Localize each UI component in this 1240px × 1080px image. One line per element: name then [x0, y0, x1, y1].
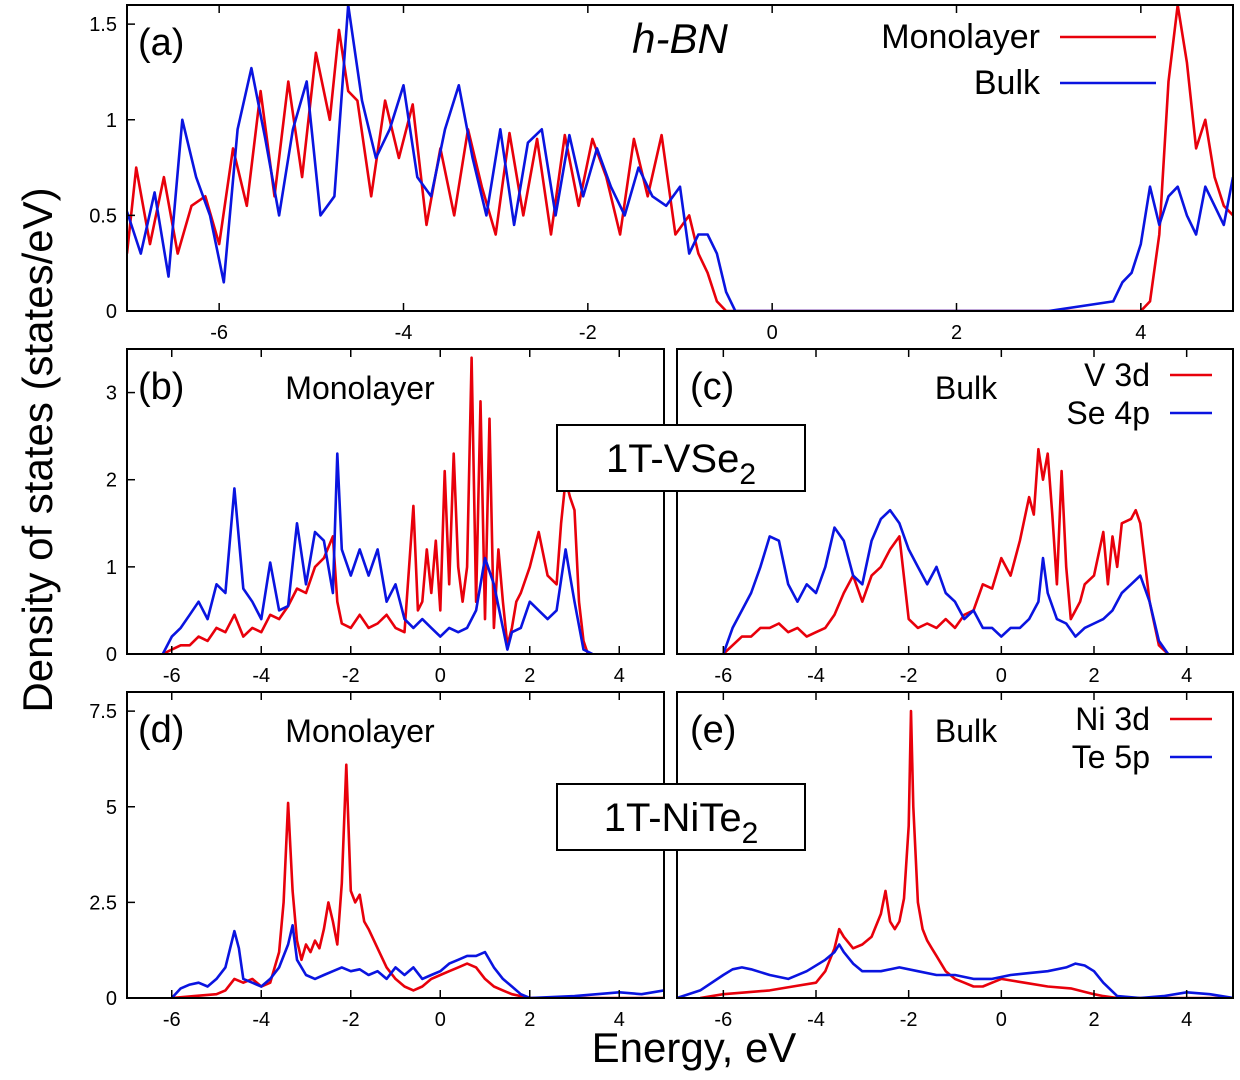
panel-label: (e): [690, 709, 736, 751]
x-tick-label: 2: [1088, 665, 1099, 687]
panel-label: (a): [138, 22, 184, 64]
series-line-d-te-5p: [170, 924, 664, 998]
x-tick-label: -4: [807, 1009, 825, 1031]
panel-b: -6 -4 -2 0 2 4 0 1 2 3 (b) Monolayer: [106, 348, 665, 687]
x-tick-label: 2: [524, 1009, 535, 1031]
legend-label: Te 5p: [1072, 739, 1150, 775]
x-tick-label: -2: [342, 1009, 360, 1031]
panel-title: Bulk: [935, 370, 998, 406]
legend-label: Ni 3d: [1075, 701, 1150, 737]
panel-title: Monolayer: [285, 370, 435, 406]
x-tick-label: -4: [252, 665, 270, 687]
y-tick-label: 2.5: [89, 892, 117, 914]
panel-label: (b): [138, 366, 184, 408]
x-tick-label: 4: [1135, 322, 1146, 344]
x-tick-label: -4: [807, 665, 825, 687]
series-line-e-te-5p: [677, 943, 1233, 998]
y-tick-label: 1.5: [89, 14, 117, 36]
x-tick-label: 0: [435, 1009, 446, 1031]
panel-label: (d): [138, 709, 184, 751]
x-tick-label: 2: [524, 665, 535, 687]
y-tick-label: 5: [106, 797, 117, 819]
x-tick-label: 4: [1181, 1009, 1192, 1031]
series-line-e-ni-3d: [699, 709, 1233, 998]
compound-vse2-text: 1T-VSe: [606, 437, 739, 481]
y-tick-label: 0: [106, 988, 117, 1010]
x-tick-label: 2: [1088, 1009, 1099, 1031]
y-tick-label: 2: [106, 470, 117, 492]
x-tick-label: 0: [767, 322, 778, 344]
x-tick-label: 2: [951, 322, 962, 344]
x-tick-label: -2: [342, 665, 360, 687]
compound-label-vse2: 1T-VSe2: [556, 424, 806, 492]
x-axis-label: Energy, eV: [592, 1024, 797, 1071]
series-line-b-se-4p: [161, 452, 593, 654]
x-tick-label: -6: [210, 322, 228, 344]
series-line-c-v-3d: [722, 447, 1169, 654]
x-tick-label: 0: [996, 665, 1007, 687]
x-tick-label: -6: [163, 1009, 181, 1031]
compound-label-nite2: 1T-NiTe2: [556, 783, 806, 851]
svg-text:1T-NiTe2: 1T-NiTe2: [604, 796, 759, 850]
legend-label: Monolayer: [881, 18, 1040, 56]
panel-a: -6 -4 -2 0 2 4 0 0.5 1 1.5 (a) h-BN Monolayer Bulk: [89, 4, 1234, 344]
compound-vse2-subscript: 2: [739, 458, 756, 491]
compound-nite2-text: 1T-NiTe: [604, 796, 742, 840]
legend-label: V 3d: [1084, 357, 1150, 393]
panel-title: Monolayer: [285, 713, 435, 749]
panel-label: (c): [690, 366, 734, 408]
panel-title: h-BN: [632, 15, 728, 62]
series-line-c-se-4p: [722, 508, 1170, 654]
y-tick-label: 7.5: [89, 701, 117, 723]
x-tick-label: -4: [395, 322, 413, 344]
x-tick-label: -4: [252, 1009, 270, 1031]
panel-title: Bulk: [935, 713, 998, 749]
x-tick-label: 4: [614, 1009, 625, 1031]
panel-d: -6 -4 -2 0 2 4 0 2.5 5 7.5 (d) Monolayer: [89, 691, 665, 1031]
x-tick-label: -6: [714, 1009, 732, 1031]
y-tick-label: 0: [106, 301, 117, 323]
x-tick-label: -2: [579, 322, 597, 344]
x-tick-label: 0: [996, 1009, 1007, 1031]
y-tick-label: 1: [106, 557, 117, 579]
panel-frame-c: [676, 348, 1234, 655]
y-tick-label: 0: [106, 644, 117, 666]
x-tick-label: -2: [900, 1009, 918, 1031]
compound-nite2-subscript: 2: [742, 817, 759, 850]
series-line-d-ni-3d: [171, 763, 664, 998]
legend-label: Bulk: [974, 64, 1041, 102]
svg-text:1T-VSe2: 1T-VSe2: [606, 437, 756, 491]
x-tick-label: 4: [1181, 665, 1192, 687]
y-tick-label: 1: [106, 110, 117, 132]
x-tick-label: 0: [435, 665, 446, 687]
x-tick-label: 4: [614, 665, 625, 687]
legend-label: Se 4p: [1066, 395, 1150, 431]
x-tick-label: -6: [714, 665, 732, 687]
series-line-a-bulk: [127, 5, 1233, 311]
series-line-b-v-3d: [162, 356, 593, 654]
y-tick-label: 3: [106, 383, 117, 405]
x-tick-label: -6: [163, 665, 181, 687]
y-tick-label: 0.5: [89, 205, 117, 227]
y-axis-label: Density of states (states/eV): [14, 187, 61, 712]
panel-frame-b: [126, 348, 665, 655]
x-tick-label: -2: [900, 665, 918, 687]
panel-frame-a: [126, 4, 1234, 312]
